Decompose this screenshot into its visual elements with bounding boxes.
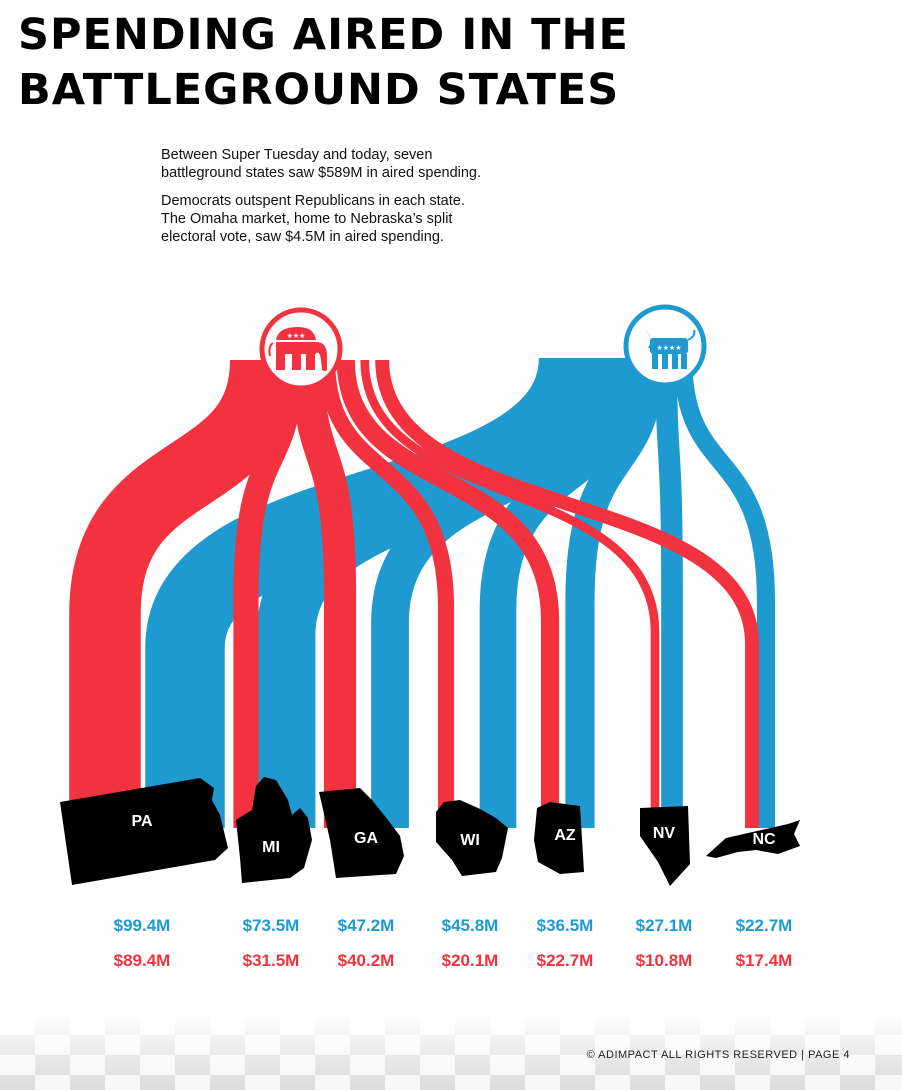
state-label-ga: GA xyxy=(354,830,378,847)
democrat-value-ga: $47.2M xyxy=(338,916,395,935)
democrat-value-nv: $27.1M xyxy=(636,916,693,935)
republican-flow-wi xyxy=(319,359,455,828)
wi-state-shape xyxy=(436,800,508,876)
republican-flow-pa xyxy=(69,358,302,828)
republican-flow-az xyxy=(336,359,560,828)
page-title: SPENDING AIRED IN THE BATTLEGROUND STATE… xyxy=(18,8,878,118)
democrat-value-wi: $45.8M xyxy=(442,916,499,935)
state-labels: PA MI GA WI AZ NV NC xyxy=(131,813,776,856)
republican-elephant-icon: ★★★ xyxy=(268,327,327,372)
democrat-value-pa: $99.4M xyxy=(114,916,171,935)
republican-flow-nv xyxy=(360,359,660,828)
republican-value-pa: $89.4M xyxy=(114,951,171,970)
democrat-flows xyxy=(145,354,776,828)
svg-text:★★★: ★★★ xyxy=(287,332,306,340)
checkered-floor-band xyxy=(0,1015,902,1090)
republican-value-mi: $31.5M xyxy=(243,951,300,970)
democrat-flow-nv xyxy=(655,357,683,828)
republican-flow-mi xyxy=(233,359,304,828)
nv-state-shape xyxy=(640,806,690,886)
republican-value-wi: $20.1M xyxy=(442,951,499,970)
republican-value-nv: $10.8M xyxy=(636,951,693,970)
democrat-flow-nc xyxy=(674,357,776,828)
republican-flow-nc xyxy=(375,359,759,828)
democrat-value-nc: $22.7M xyxy=(736,916,793,935)
republican-flow-ga xyxy=(291,359,357,828)
state-shapes xyxy=(60,777,800,886)
republican-value-az: $22.7M xyxy=(537,951,594,970)
footer-copyright: © ADIMPACT ALL RIGHTS RESERVED | PAGE 4 xyxy=(586,1049,850,1061)
pa-state-shape xyxy=(60,778,228,885)
state-label-nv: NV xyxy=(653,825,676,842)
republican-node: ★★★ xyxy=(259,307,343,391)
republican-value-ga: $40.2M xyxy=(338,951,395,970)
republican-flows xyxy=(69,358,759,828)
state-label-wi: WI xyxy=(460,832,480,849)
ga-state-shape xyxy=(319,788,404,878)
democrat-value-mi: $73.5M xyxy=(243,916,300,935)
state-label-pa: PA xyxy=(131,813,152,830)
state-label-nc: NC xyxy=(752,831,776,848)
state-label-az: AZ xyxy=(554,827,576,844)
intro-text: Between Super Tuesday and today, seven b… xyxy=(161,146,581,256)
democrat-node: ★★★★ xyxy=(623,304,707,388)
az-state-shape xyxy=(534,802,584,874)
democrat-donkey-icon: ★★★★ xyxy=(644,326,696,369)
intro-paragraph-2: Democrats outspent Republicans in each s… xyxy=(161,193,465,245)
title-line-1: SPENDING AIRED IN THE xyxy=(18,10,629,60)
title-line-2: BATTLEGROUND STATES xyxy=(18,65,620,115)
democrat-flow-az xyxy=(565,357,665,828)
value-labels: $99.4M $89.4M $73.5M $31.5M $47.2M $40.2M $45.… xyxy=(114,916,793,970)
mi-state-shape xyxy=(236,777,312,883)
svg-text:★★★★: ★★★★ xyxy=(656,344,681,352)
nc-state-shape xyxy=(706,820,800,858)
intro-paragraph-1: Between Super Tuesday and today, seven b… xyxy=(161,147,482,181)
democrat-value-az: $36.5M xyxy=(537,916,594,935)
republican-value-nc: $17.4M xyxy=(736,951,793,970)
state-label-mi: MI xyxy=(262,839,280,856)
sankey-chart: ★★★ ★★★★ PA MI GA WI AZ NV NC $99.4M $89.4M $73.… xyxy=(60,304,800,970)
democrat-flow-wi xyxy=(479,357,654,828)
